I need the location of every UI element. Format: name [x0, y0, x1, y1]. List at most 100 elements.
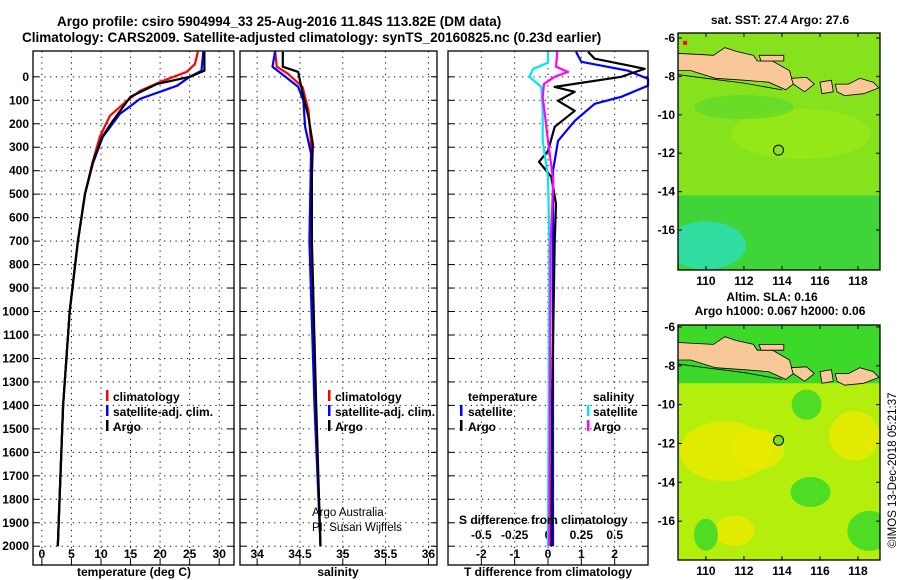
lon-tick-label: 116	[810, 564, 830, 578]
series-line-t-satellite	[551, 51, 650, 547]
series-line-s-argo	[541, 51, 570, 547]
x-axis-title-temperature: temperature (deg C)	[77, 565, 191, 579]
x2-tick-label: -0.5	[471, 528, 492, 542]
lat-tick-label: -10	[658, 398, 676, 412]
land-mass	[819, 79, 834, 95]
x-tick-label: 30	[213, 547, 227, 561]
map-frame	[677, 32, 881, 271]
x-tick-label: 1	[578, 547, 585, 561]
panel-difference: -2 -1 0 1 2-0.5 -0.25 0 0.25 0.5	[447, 50, 650, 566]
difference-legend: temperature satellite Argo salinity sate…	[459, 390, 638, 527]
land-mass	[819, 369, 834, 384]
lat-tick-label: -14	[658, 475, 676, 489]
lat-tick-label: -8	[664, 69, 675, 83]
series-line-satellite-adj-clim-	[271, 51, 322, 547]
sla-field	[678, 325, 880, 560]
lat-tick-label: -6	[664, 31, 675, 45]
argo-float-marker	[773, 434, 785, 446]
lat-tick-label: -14	[658, 185, 676, 199]
lat-tick-label: -16	[658, 514, 676, 528]
s-difference-axis-label: S difference from climatology	[459, 513, 628, 527]
panel-salinity: 34 34.5 35 35.5 36	[239, 50, 438, 566]
legend-swatch-t-argo	[460, 420, 463, 431]
x-axis-title-salinity: salinity	[317, 565, 359, 579]
sst-map: -6 -8 -10 -12 -14 -16 110 112 114 116 118	[658, 31, 881, 288]
annotation-pi: PI: Susan Wijffels	[312, 522, 402, 534]
plot-frame	[239, 50, 438, 566]
y-tick-label: 900	[9, 281, 29, 295]
legend-label: Argo	[335, 420, 363, 434]
lon-tick-label: 112	[734, 564, 754, 578]
lon-tick-label: 114	[772, 274, 792, 288]
series-line-argo	[56, 51, 206, 547]
sst-map-title: sat. SST: 27.4 Argo: 27.6	[711, 13, 850, 27]
sst-field	[678, 33, 880, 270]
legend-label: satellite-adj. clim.	[335, 405, 435, 419]
x-tick-label: 20	[153, 547, 167, 561]
legend-label: satellite	[468, 405, 513, 419]
y-tick-label: 1000	[2, 305, 29, 319]
lat-tick-label: -12	[658, 436, 676, 450]
coastline	[678, 363, 783, 380]
temperature-legend: climatology satellite-adj. clim. Argo	[106, 390, 213, 434]
argo-float-marker	[773, 144, 785, 156]
x-tick-label: 35	[336, 547, 350, 561]
lat-tick-label: -10	[658, 108, 676, 122]
salinity-legend: climatology satellite-adj. clim. Argo Ar…	[312, 390, 435, 534]
title-line-2: Climatology: CARS2009. Satellite-adjuste…	[22, 30, 601, 45]
y-tick-label: 1300	[2, 375, 29, 389]
lon-tick-label: 110	[696, 564, 716, 578]
y-tick-label: 1400	[2, 398, 29, 412]
sla-map-title-1: Altim. SLA: 0.16	[726, 290, 818, 304]
series-line-argo	[281, 51, 322, 547]
legend-swatch-s-satellite	[587, 405, 590, 416]
x-tick-label: 35.5	[374, 547, 398, 561]
x-tick-label: 25	[183, 547, 197, 561]
y-tick-label: 200	[9, 117, 29, 131]
sst-marker-red	[683, 40, 688, 45]
lat-tick-label: -8	[664, 359, 675, 373]
y-tick-label: 300	[9, 140, 29, 154]
lat-tick-label: -6	[664, 320, 675, 334]
land-mass	[678, 336, 794, 380]
x-tick-label: 36	[422, 547, 436, 561]
sla-map-title-2: Argo h1000: 0.067 h2000: 0.06	[695, 304, 866, 318]
annotation-argo-australia: Argo Australia	[312, 507, 384, 519]
x-tick-label: 34	[250, 547, 264, 561]
y-tick-label: 500	[9, 187, 29, 201]
land-mass	[758, 54, 785, 62]
land-mass	[758, 343, 785, 351]
sla-map: -6 -8 -10 -12 -14 -16 110 112 114 116 118	[658, 320, 881, 578]
plot-frame	[32, 50, 235, 566]
lon-tick-label: 112	[734, 274, 754, 288]
x-tick-label: -2	[476, 547, 487, 561]
x2-tick-label: 0.5	[606, 528, 623, 542]
x2-tick-label: 0.25	[570, 528, 594, 542]
lat-tick-label: -16	[658, 223, 676, 237]
x-tick-label: 34.5	[288, 547, 312, 561]
y-tick-label: 1500	[2, 422, 29, 436]
map-frame	[677, 324, 881, 561]
land-mass	[834, 77, 880, 97]
land-mass	[790, 76, 815, 93]
land-mass	[834, 367, 880, 386]
y-tick-label: 1600	[2, 445, 29, 459]
x2-tick-label: -0.25	[501, 528, 529, 542]
series-line-climatology	[56, 51, 199, 547]
x-tick-label: 2	[611, 547, 618, 561]
y-tick-label: 100	[9, 93, 29, 107]
legend-title-temperature: temperature	[468, 390, 538, 404]
lon-tick-label: 116	[810, 274, 830, 288]
y-tick-label: 600	[9, 211, 29, 225]
y-tick-label: 400	[9, 164, 29, 178]
y-tick-label: 1800	[2, 492, 29, 506]
legend-swatch-satellite	[106, 405, 109, 416]
lon-tick-label: 110	[696, 274, 716, 288]
land-mass	[790, 366, 815, 382]
legend-swatch-climatology	[106, 390, 109, 401]
y-tick-label: 2000	[2, 539, 29, 553]
title-line-1: Argo profile: csiro 5904994_33 25-Aug-20…	[57, 14, 501, 29]
y-tick-label: 0	[22, 70, 29, 84]
x-tick-label: 0	[39, 547, 46, 561]
y-tick-label: 700	[9, 234, 29, 248]
